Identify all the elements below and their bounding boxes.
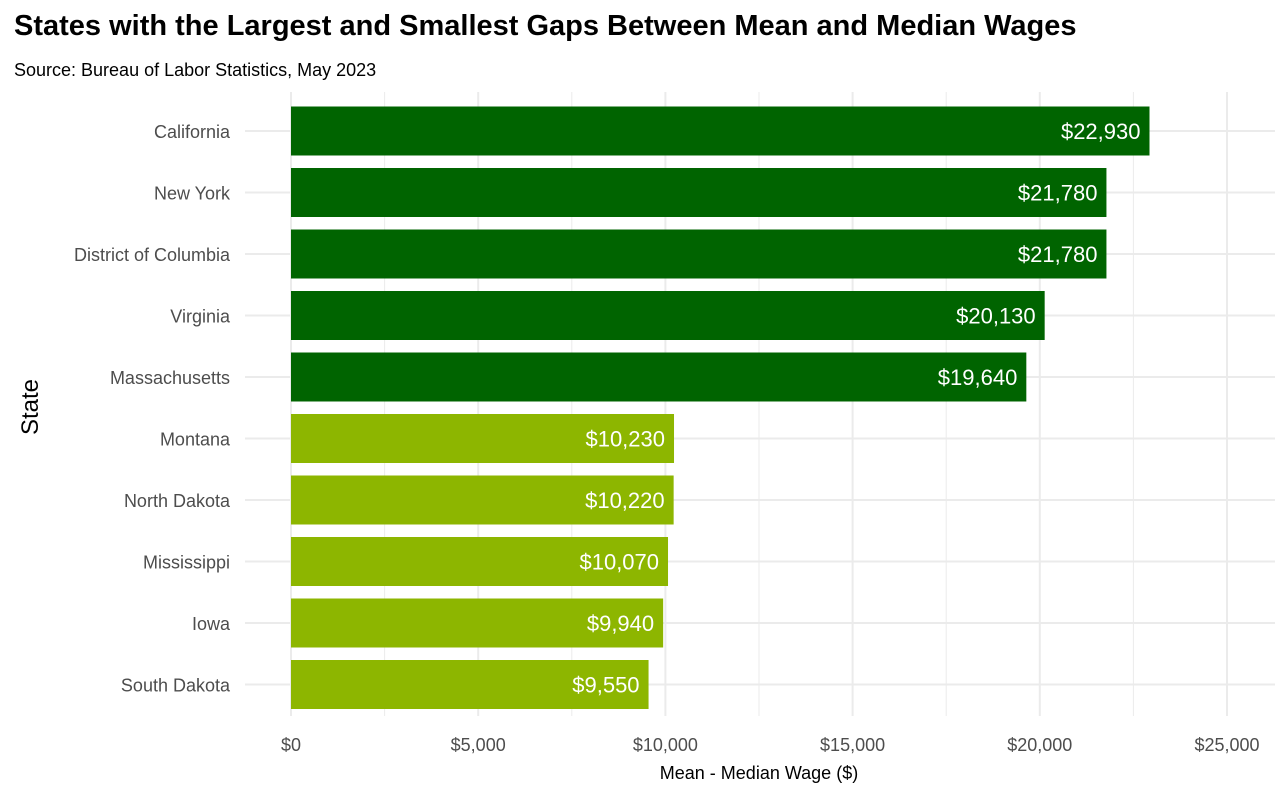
- x-tick-labels: $0 $5,000 $10,000 $15,000 $20,000 $25,000: [281, 735, 1260, 755]
- chart-subtitle: Source: Bureau of Labor Statistics, May …: [14, 60, 377, 80]
- bar-value-label: $10,070: [579, 550, 659, 575]
- x-tick-label: $0: [281, 735, 301, 755]
- bar-value-label: $22,930: [1061, 119, 1141, 144]
- y-tick-label: New York: [154, 184, 231, 204]
- y-tick-label: Mississippi: [143, 553, 230, 573]
- x-tick-label: $15,000: [820, 735, 885, 755]
- bars: $22,930 $21,780 $21,780 $20,130 $19,640 $10,2…: [291, 106, 1150, 709]
- y-tick-label: North Dakota: [124, 491, 231, 511]
- bar: [291, 598, 664, 648]
- bar: [291, 537, 669, 586]
- bar-value-label: $21,780: [1018, 242, 1098, 267]
- y-tick-label: District of Columbia: [74, 245, 231, 265]
- bar: [291, 168, 1107, 217]
- y-tick-label: Montana: [160, 430, 231, 450]
- y-tick-label: Virginia: [170, 307, 231, 327]
- bar: [291, 291, 1045, 340]
- y-tick-label: Massachusetts: [110, 368, 230, 388]
- bar-value-label: $21,780: [1018, 181, 1098, 206]
- bar: [291, 106, 1150, 156]
- bar-value-label: $9,940: [587, 611, 654, 636]
- x-axis-title: Mean - Median Wage ($): [660, 763, 858, 783]
- bar-value-label: $10,220: [585, 488, 665, 513]
- x-tick-label: $10,000: [633, 735, 698, 755]
- bar: [291, 352, 1027, 402]
- x-tick-label: $20,000: [1007, 735, 1072, 755]
- y-tick-labels: California New York District of Columbia Vi…: [74, 122, 231, 696]
- bar-value-label: $19,640: [938, 365, 1018, 390]
- y-axis-title: State: [17, 379, 44, 435]
- bar: [291, 414, 675, 463]
- bar: [291, 660, 649, 709]
- y-tick-label: South Dakota: [121, 676, 231, 696]
- bar-value-label: $20,130: [956, 304, 1036, 329]
- chart-title: States with the Largest and Smallest Gap…: [14, 10, 1077, 42]
- bar-value-label: $9,550: [572, 673, 639, 698]
- y-tick-label: California: [154, 122, 231, 142]
- bar: [291, 475, 674, 525]
- bar: [291, 229, 1107, 279]
- y-tick-label: Iowa: [192, 614, 231, 634]
- x-tick-label: $25,000: [1194, 735, 1259, 755]
- x-tick-label: $5,000: [451, 735, 506, 755]
- bar-value-label: $10,230: [585, 427, 665, 452]
